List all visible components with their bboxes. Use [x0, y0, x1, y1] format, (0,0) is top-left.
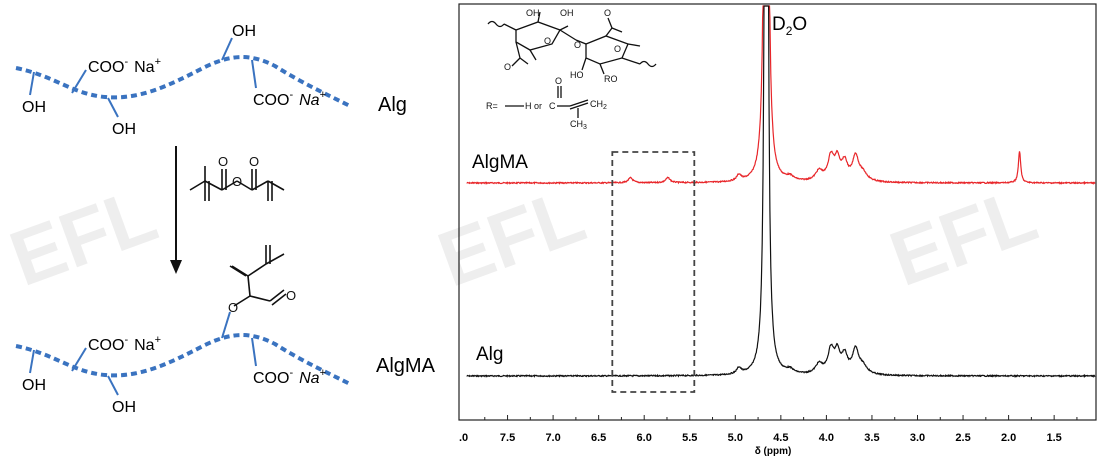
bond-oh-left-b — [29, 349, 35, 374]
inset-o-top: O — [555, 76, 562, 86]
bond-coo-right — [251, 59, 257, 89]
atom-o-3: O — [249, 154, 259, 169]
inset-structure — [487, 11, 657, 118]
atom-o-2: O — [232, 174, 242, 189]
inset-o-ring-b: O — [614, 44, 621, 54]
x-axis-tick-label: 3.0 — [910, 432, 925, 444]
inset-oh-b: OH — [560, 8, 574, 18]
x-axis-tick-label: 2.0 — [1001, 432, 1016, 444]
watermark-center: EFL — [427, 170, 596, 303]
x-axis-tick-label: 5.5 — [682, 432, 697, 444]
methacrylate-pendant — [229, 245, 287, 307]
plot-frame — [458, 3, 1097, 421]
x-axis-tick-label: 1.5 — [1047, 432, 1062, 444]
methacrylic-anhydride-structure: O O O — [189, 154, 285, 201]
group-oh-top: OH — [232, 23, 256, 40]
inset-ho: HO — [570, 70, 584, 80]
x-axis-tick-label: 6.5 — [591, 432, 606, 444]
watermark-left: EFL — [0, 170, 167, 303]
reaction-arrow — [170, 146, 182, 274]
atom-o-carbonyl: O — [286, 288, 296, 303]
inset-ro: RO — [604, 74, 618, 84]
x-axis-label: δ (ppm) — [755, 446, 792, 457]
watermark-right: EFL — [879, 170, 1048, 303]
x-axis-tick-label: 3.5 — [864, 432, 879, 444]
algma-chain-bottom: O O COO- Na+ OH OH COO- Na+ AlgMA — [15, 245, 436, 416]
bond-coo-left-b — [71, 347, 87, 372]
bond-oh-bottom — [107, 97, 119, 118]
x-axis-tick-label: 4.0 — [819, 432, 834, 444]
reaction-scheme: COO- Na+ OH OH OH COO- Na+ Alg — [15, 23, 436, 416]
inset-o-carboxyl-a: O — [504, 62, 511, 72]
bond-oh-top — [221, 37, 233, 61]
group-oh-left: OH — [22, 99, 46, 116]
inset-or: or — [534, 101, 542, 111]
spectrum-trace-algma — [466, 5, 1096, 186]
atom-o-1: O — [218, 154, 228, 169]
x-axis-tick-label: 7.0 — [545, 432, 560, 444]
solvent-peak-label: D2O — [772, 14, 807, 38]
bond-coo-right-b — [251, 337, 257, 367]
inset-o-ring-a: O — [544, 36, 551, 46]
group-coo-right-b: COO- Na+ — [253, 367, 326, 387]
arrow-head-icon — [170, 260, 182, 274]
bond-coo-left — [71, 69, 87, 94]
inset-c: C — [549, 101, 556, 111]
inset-oh-a: OH — [526, 8, 540, 18]
algma-backbone-bottom — [15, 333, 351, 386]
x-axis-tick-label: 6.0 — [637, 432, 652, 444]
atom-o-ester: O — [228, 300, 238, 315]
alg-backbone-top — [15, 55, 351, 108]
x-axis-tick-label: 4.5 — [773, 432, 788, 444]
x-axis-partial-tick: .0 — [459, 432, 468, 444]
inset-o-carboxyl-b: O — [604, 8, 611, 18]
inset-h: H — [525, 101, 532, 111]
watermark-group: EFL EFL EFL — [0, 170, 1047, 304]
inset-ch3: CH3 — [570, 119, 587, 131]
alg-chain-top: COO- Na+ OH OH OH COO- Na+ Alg — [15, 23, 407, 138]
inset-r-eq: R= — [486, 101, 498, 111]
spectrum-trace-alg — [466, 5, 1096, 379]
bond-oh-bottom-b — [107, 375, 119, 396]
x-axis-tick-label: 5.0 — [728, 432, 743, 444]
bond-oh-left — [29, 71, 35, 96]
group-oh-left-b: OH — [22, 377, 46, 394]
trace-label-alg: Alg — [476, 344, 503, 365]
inset-ch2: CH2 — [590, 99, 607, 111]
inset-o-link: O — [574, 40, 581, 50]
inset-labels: OH OH O O O O O HO RO R= H or O C CH2 CH… — [486, 8, 621, 131]
group-coo-left: COO- Na+ — [88, 56, 161, 76]
vinyl-region-highlight — [611, 151, 696, 393]
x-axis-ticks: 7.5 7.0 6.5 6.0 5.5 5.0 4.5 4.0 3.5 3.0 2.5 2.0 1.5 — [484, 415, 1078, 444]
group-coo-left-b: COO- Na+ — [88, 334, 161, 354]
group-coo-right: COO- Na+ — [253, 89, 326, 109]
trace-label-algma: AlgMA — [472, 152, 528, 173]
bond-ester-link — [221, 311, 231, 339]
label-alg: Alg — [378, 94, 407, 116]
group-oh-bottom: OH — [112, 121, 136, 138]
label-algma: AlgMA — [376, 355, 436, 377]
nmr-spectrum: OH OH O O O O O HO RO R= H or O C CH2 CH… — [458, 3, 1097, 457]
group-oh-bottom-b: OH — [112, 399, 136, 416]
x-axis-tick-label: 7.5 — [500, 432, 515, 444]
x-axis-tick-label: 2.5 — [955, 432, 970, 444]
